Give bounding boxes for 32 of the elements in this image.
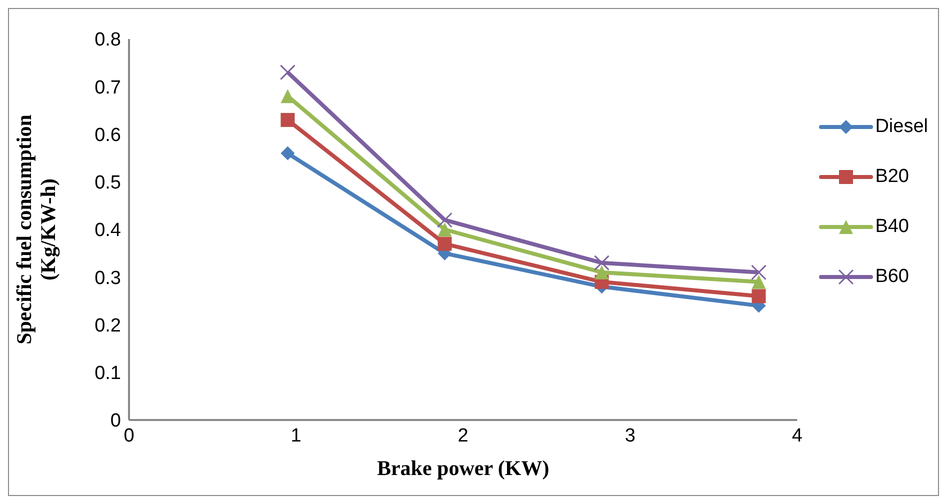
point <box>280 89 295 104</box>
point <box>752 289 766 304</box>
y-tick-label: 0.1 <box>94 363 121 384</box>
y-tick-label: 0.8 <box>94 30 121 51</box>
y-tick-label: 0.5 <box>94 172 121 194</box>
point <box>594 255 610 271</box>
point <box>438 222 452 236</box>
x-tick-label: 3 <box>624 425 636 446</box>
x-tick-label: 2 <box>458 425 468 446</box>
legend-label: B20 <box>875 166 909 188</box>
point <box>280 146 295 160</box>
y-tick-label: 0.7 <box>94 77 121 98</box>
y-axis-title: Specific fuel consumption (Kg/KW-h) <box>12 114 60 344</box>
y-tick-label: 0.3 <box>94 268 121 289</box>
y-tick-label: 0 <box>110 410 121 432</box>
point <box>280 112 295 127</box>
x-axis-title: Brake power (KW) <box>376 456 550 480</box>
legend-label: Diesel <box>875 116 928 138</box>
point <box>436 212 452 228</box>
legend-label: B40 <box>875 216 909 238</box>
point <box>438 236 452 251</box>
legend-label: B60 <box>875 266 909 288</box>
point <box>751 264 767 280</box>
x-tick-label: 4 <box>792 425 803 446</box>
point <box>594 265 609 280</box>
point <box>280 64 296 80</box>
x-tick-label: 1 <box>290 425 302 446</box>
y-tick-label: 0.2 <box>94 315 121 336</box>
point <box>752 274 766 289</box>
y-tick-label: 0.4 <box>94 220 122 242</box>
x-tick-label: 0 <box>124 425 134 446</box>
y-tick-label: 0.6 <box>94 124 121 146</box>
